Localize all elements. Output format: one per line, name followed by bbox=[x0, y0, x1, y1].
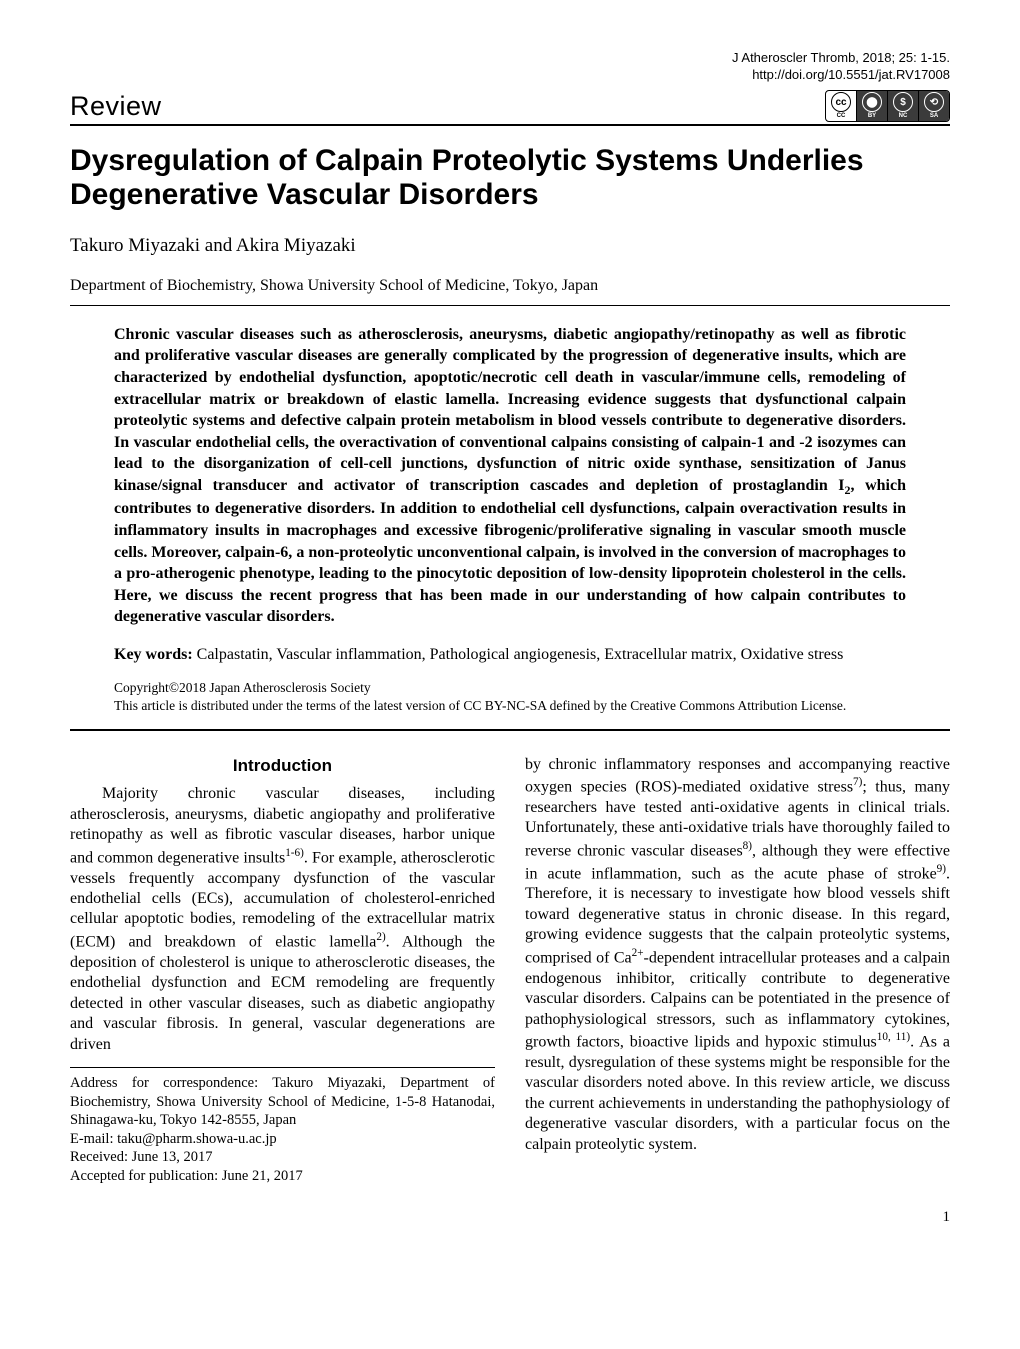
correspondence-separator bbox=[70, 1067, 495, 1068]
affiliation: Department of Biochemistry, Showa Univer… bbox=[70, 277, 950, 306]
cc-cell-cc: ccCC bbox=[826, 91, 857, 121]
page-number: 1 bbox=[70, 1209, 950, 1226]
section-heading-introduction: Introduction bbox=[70, 755, 495, 777]
corr-received: Received: June 13, 2017 bbox=[70, 1148, 495, 1167]
left-column: Introduction Majority chronic vascular d… bbox=[70, 755, 495, 1186]
keywords-label: Key words: bbox=[114, 646, 193, 663]
intro-para-left: Majority chronic vascular diseases, incl… bbox=[70, 784, 495, 1055]
corr-accepted: Accepted for publication: June 21, 2017 bbox=[70, 1167, 495, 1186]
journal-doi: http://doi.org/10.5551/jat.RV17008 bbox=[70, 67, 950, 84]
cc-cell-nc: $NC bbox=[888, 91, 919, 121]
keywords: Key words: Calpastatin, Vascular inflamm… bbox=[70, 644, 950, 666]
cc-cell-by: ⬤BY bbox=[857, 91, 888, 121]
review-label: Review bbox=[70, 91, 162, 122]
journal-meta: J Atheroscler Thromb, 2018; 25: 1-15. ht… bbox=[70, 50, 950, 84]
corr-address: Address for correspondence: Takuro Miyaz… bbox=[70, 1074, 495, 1130]
cc-license-badge: ccCC ⬤BY $NC ⟲SA bbox=[825, 90, 950, 122]
review-row: Review ccCC ⬤BY $NC ⟲SA bbox=[70, 90, 950, 126]
abstract: Chronic vascular diseases such as athero… bbox=[70, 324, 950, 628]
keywords-text: Calpastatin, Vascular inflammation, Path… bbox=[197, 646, 844, 663]
copyright-line1: Copyright©2018 Japan Atherosclerosis Soc… bbox=[114, 679, 906, 697]
corr-email: E-mail: taku@pharm.showa-u.ac.jp bbox=[70, 1130, 495, 1149]
authors: Takuro Miyazaki and Akira Miyazaki bbox=[70, 235, 950, 257]
body-columns: Introduction Majority chronic vascular d… bbox=[70, 755, 950, 1186]
copyright-line2: This article is distributed under the te… bbox=[114, 697, 906, 715]
cc-cell-sa: ⟲SA bbox=[919, 91, 949, 121]
intro-para-right: by chronic inflammatory responses and ac… bbox=[525, 755, 950, 1156]
right-column: by chronic inflammatory responses and ac… bbox=[525, 755, 950, 1186]
article-title: Dysregulation of Calpain Proteolytic Sys… bbox=[70, 144, 950, 213]
journal-citation: J Atheroscler Thromb, 2018; 25: 1-15. bbox=[70, 50, 950, 67]
correspondence-block: Address for correspondence: Takuro Miyaz… bbox=[70, 1074, 495, 1185]
copyright-block: Copyright©2018 Japan Atherosclerosis Soc… bbox=[70, 679, 950, 730]
page: J Atheroscler Thromb, 2018; 25: 1-15. ht… bbox=[0, 0, 1020, 1266]
